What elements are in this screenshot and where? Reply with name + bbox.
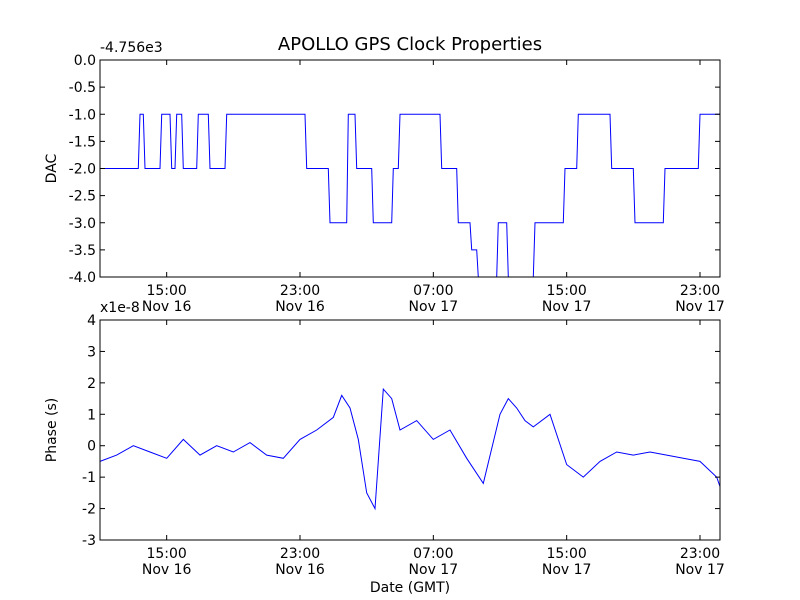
dac-ytick-label: -3.5 [69, 243, 96, 259]
phase-xtick-time-label: 07:00 [413, 546, 453, 562]
phase-xtick-date-label: Nov 17 [409, 562, 459, 578]
phase-xtick-date-label: Nov 16 [142, 562, 192, 578]
chart-title: APOLLO GPS Clock Properties [278, 34, 542, 55]
dac-xtick-time-label: 07:00 [413, 283, 453, 299]
phase-ytick-label: 4 [87, 313, 96, 329]
phase-ytick-label: 1 [87, 407, 96, 423]
dac-offset-label: -4.756e3 [100, 40, 163, 56]
dac-ytick-label: -3.0 [69, 216, 96, 232]
dac-xtick-date-label: Nov 17 [409, 299, 459, 315]
phase-axes-frame [99, 319, 721, 541]
dac-ytick-label: 0.0 [74, 53, 96, 69]
phase-xtick-time-label: 15:00 [146, 546, 186, 562]
dac-xtick-time-label: 23:00 [680, 283, 720, 299]
phase-xtick-time-label: 23:00 [280, 546, 320, 562]
dac-xtick-date-label: Nov 16 [142, 299, 192, 315]
dac-ytick-label: -2.5 [69, 189, 96, 205]
dac-xtick-date-label: Nov 17 [675, 299, 725, 315]
dac-xtick-time-label: 15:00 [546, 283, 586, 299]
phase-xtick-time-label: 15:00 [546, 546, 586, 562]
dac-ytick-label: -2.0 [69, 162, 96, 178]
phase-ytick-label: -3 [82, 533, 96, 549]
phase-ylabel: Phase (s) [44, 398, 60, 462]
phase-ytick-label: 0 [87, 439, 96, 455]
phase-xlabel: Date (GMT) [370, 580, 450, 596]
dac-xtick-time-label: 23:00 [280, 283, 320, 299]
dac-panel: 0.0 -0.5 -1.0 -1.5 -2.0 -2.5 -3.0 -3.5 -4.0 15:00… [44, 40, 725, 315]
phase-ytick-label: -1 [82, 470, 96, 486]
phase-ytick-label: 3 [87, 344, 96, 360]
dac-series-line [100, 113, 720, 278]
dac-xtick-date-label: Nov 16 [275, 299, 325, 315]
phase-series-line [99, 387, 721, 511]
dac-ytick-label: -0.5 [69, 80, 96, 96]
phase-xtick-date-label: Nov 17 [542, 562, 592, 578]
dac-xtick-time-label: 15:00 [146, 283, 186, 299]
phase-ytick-label: 2 [87, 376, 96, 392]
phase-xtick-date-label: Nov 16 [275, 562, 325, 578]
dac-ytick-label: -1.0 [69, 107, 96, 123]
phase-xtick-date-label: Nov 17 [675, 562, 725, 578]
dac-ytick-label: -1.5 [69, 134, 96, 150]
phase-xtick-time-label: 23:00 [680, 546, 720, 562]
dac-ytick-label: -4.0 [69, 270, 96, 286]
phase-ytick-label: -2 [82, 502, 96, 518]
dac-ylabel: DAC [44, 153, 60, 183]
phase-offset-label: x1e-8 [100, 300, 140, 316]
dac-xtick-date-label: Nov 17 [542, 299, 592, 315]
